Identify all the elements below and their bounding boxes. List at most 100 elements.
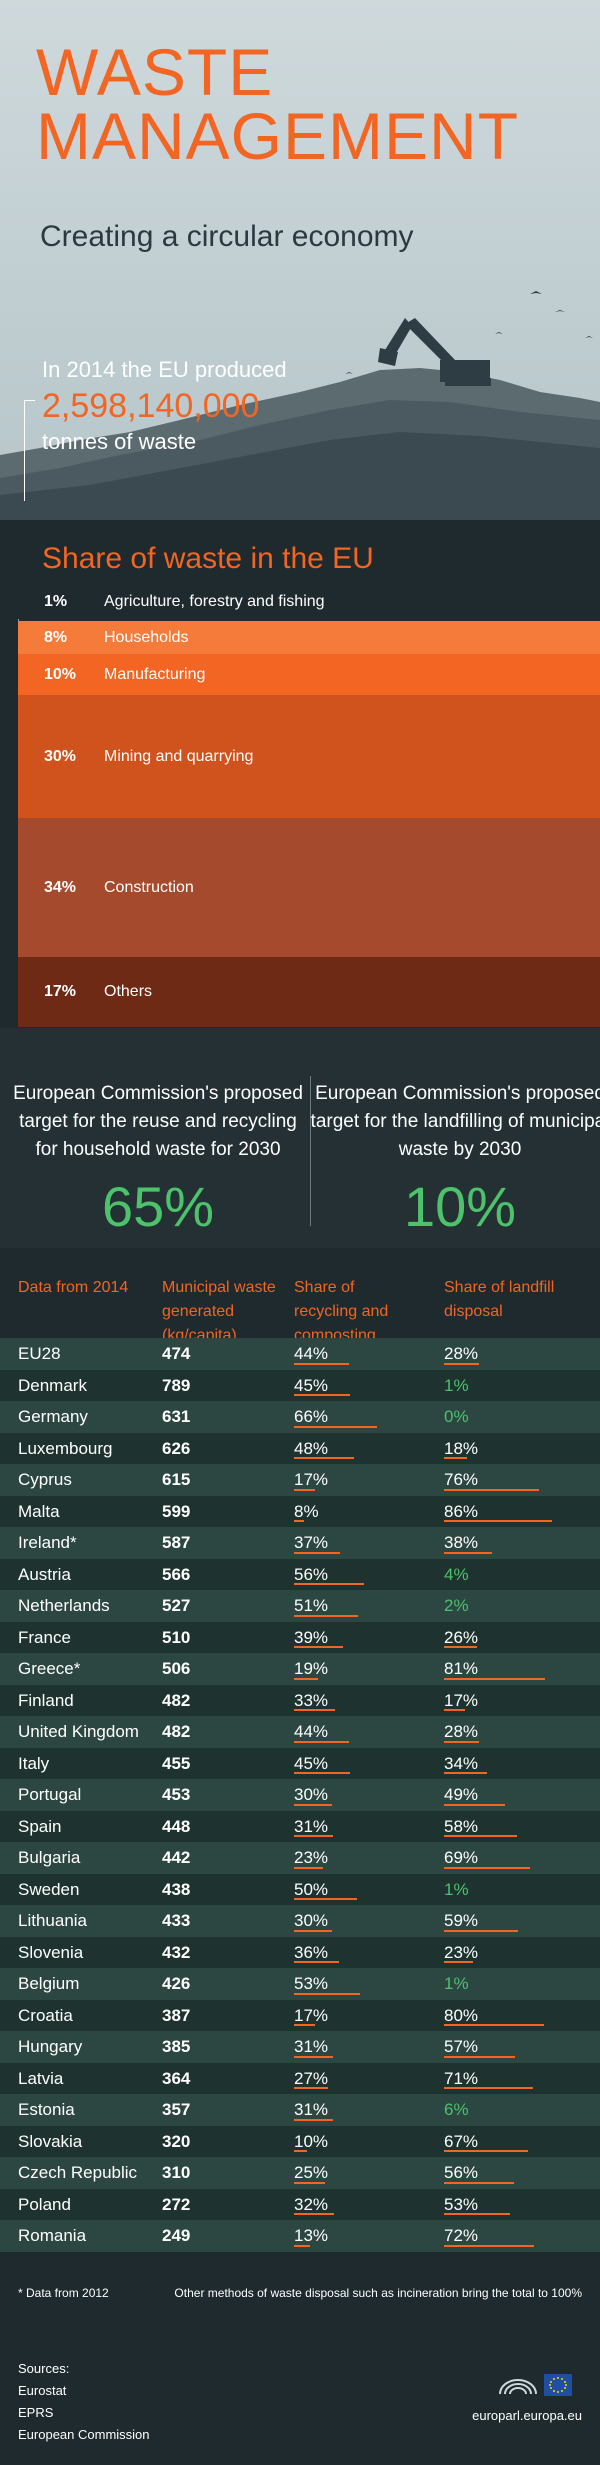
landfill-bar — [444, 1740, 479, 1743]
country-name: EU28 — [18, 1344, 61, 1363]
recycling-share-value: 56% — [294, 1564, 329, 1584]
table-row: Slovakia 320 10% 67% — [0, 2125, 600, 2157]
landfill-bar — [444, 1551, 492, 1554]
landfill-share-value: 34% — [444, 1753, 479, 1773]
table-row: Croatia 387 17% 80% — [0, 1999, 600, 2031]
municipal-waste-value: 249 — [162, 2226, 191, 2245]
recycling-share-value: 44% — [294, 1722, 329, 1741]
landfill-bar — [444, 1961, 473, 1963]
table-row: Slovenia 432 36% 23% — [0, 1936, 600, 1968]
landfill-share-value: 67% — [444, 2131, 479, 2151]
landfill-bar — [444, 1362, 479, 1365]
country-name: Finland — [18, 1690, 74, 1710]
recycling-bar — [294, 1425, 377, 1428]
landfill-share-value: 71% — [444, 2068, 479, 2088]
table-row: Finland 482 33% 17% — [0, 1684, 600, 1716]
recycling-bar — [294, 1551, 340, 1554]
footer: * Data from 2012 Other methods of waste … — [0, 2268, 600, 2465]
country-name: Romania — [18, 2226, 87, 2245]
landfill-share-value: 4% — [444, 1564, 469, 1584]
recycling-share-value: 10% — [294, 2131, 329, 2151]
landfill-bar — [444, 1677, 545, 1680]
recycling-bar — [294, 2150, 307, 2152]
target-landfill-text: European Commission's proposed target fo… — [310, 1083, 600, 1160]
municipal-waste-value: 474 — [162, 1344, 191, 1363]
target-landfill-pct: 10% — [403, 1175, 517, 1238]
landfill-bar — [444, 2087, 533, 2089]
recycling-share-value: 13% — [294, 2226, 329, 2245]
recycling-bar — [294, 1709, 335, 1711]
table-row: Portugal 453 30% 49% — [0, 1779, 600, 1811]
landfill-bar — [444, 1835, 517, 1837]
recycling-bar — [294, 2087, 328, 2089]
landfill-share-value: 1% — [444, 1375, 469, 1395]
header-data-year: Data from 2014 — [18, 1279, 129, 1296]
table-row: United Kingdom 482 44% 28% — [0, 1716, 600, 1748]
landfill-share-value: 81% — [444, 1659, 479, 1678]
landfill-bar — [444, 1929, 518, 1932]
country-name: Netherlands — [18, 1596, 110, 1615]
table-row: Czech Republic 310 25% 56% — [0, 2157, 600, 2189]
share-pct: 34% — [44, 878, 77, 896]
recycling-share-value: 17% — [294, 1470, 329, 1489]
produced-prefix: In 2014 the EU produced — [42, 357, 287, 382]
municipal-waste-value: 364 — [162, 2068, 191, 2088]
footnote-2012: * Data from 2012 — [18, 2286, 109, 2300]
country-table: Data from 2014 Municipal waste generated… — [0, 1248, 600, 2252]
landfill-share-value: 72% — [444, 2226, 479, 2245]
recycling-bar — [294, 1740, 349, 1743]
landfill-bar — [444, 2213, 510, 2215]
recycling-share-value: 31% — [294, 2100, 329, 2119]
site-link[interactable]: europarl.europa.eu — [472, 2408, 582, 2423]
country-name: Czech Republic — [18, 2163, 138, 2182]
municipal-waste-value: 566 — [162, 1564, 191, 1584]
landfill-bar — [444, 2055, 515, 2058]
produced-value: 2,598,140,000 — [42, 387, 260, 425]
country-name: Poland — [18, 2194, 71, 2214]
title-line-1: WASTE — [36, 35, 274, 109]
municipal-waste-value: 387 — [162, 2005, 191, 2025]
landfill-bar — [444, 1866, 530, 1869]
municipal-waste-value: 482 — [162, 1690, 191, 1710]
recycling-bar — [294, 2213, 334, 2215]
landfill-share-value: 58% — [444, 1816, 479, 1836]
recycling-bar — [294, 1646, 343, 1648]
landfill-share-value: 57% — [444, 2037, 479, 2056]
landfill-share-value: 17% — [444, 1690, 479, 1710]
country-name: Luxembourg — [18, 1438, 113, 1458]
recycling-share-value: 8% — [294, 1501, 319, 1521]
country-name: Estonia — [18, 2100, 75, 2119]
country-name: France — [18, 1627, 71, 1647]
produced-suffix: tonnes of waste — [42, 429, 197, 454]
table-row: Luxembourg 626 48% 18% — [0, 1432, 600, 1464]
municipal-waste-value: 482 — [162, 1722, 191, 1741]
recycling-share-value: 30% — [294, 1911, 329, 1930]
share-label: Others — [104, 983, 153, 1000]
table-header: Data from 2014 Municipal waste generated… — [0, 1248, 600, 1344]
target-landfill: European Commission's proposed target fo… — [310, 1080, 600, 1242]
recycling-bar — [294, 1866, 323, 1869]
municipal-waste-value: 448 — [162, 1816, 191, 1836]
country-name: Cyprus — [18, 1470, 72, 1489]
landfill-share-value: 59% — [444, 1911, 479, 1930]
recycling-share-value: 17% — [294, 2005, 329, 2025]
recycling-bar — [294, 1898, 357, 1900]
recycling-bar — [294, 2055, 333, 2058]
table-row: Netherlands 527 51% 2% — [0, 1590, 600, 1622]
recycling-bar — [294, 1677, 318, 1680]
landfill-share-value: 6% — [444, 2100, 469, 2119]
source-item: Eurostat — [18, 2383, 67, 2398]
country-name: Sweden — [18, 1879, 80, 1899]
landfill-share-value: 56% — [444, 2163, 479, 2182]
landfill-share-value: 69% — [444, 1848, 479, 1867]
municipal-waste-value: 631 — [162, 1407, 191, 1426]
country-name: Malta — [18, 1501, 60, 1521]
landfill-share-value: 76% — [444, 1470, 479, 1489]
recycling-share-value: 31% — [294, 2037, 329, 2056]
recycling-share-value: 36% — [294, 1942, 329, 1962]
municipal-waste-value: 385 — [162, 2037, 191, 2056]
municipal-waste-value: 453 — [162, 1785, 191, 1804]
recycling-bar — [294, 2118, 333, 2121]
page-title: WASTE MANAGEMENT — [36, 39, 519, 169]
share-pct: 10% — [44, 665, 77, 683]
